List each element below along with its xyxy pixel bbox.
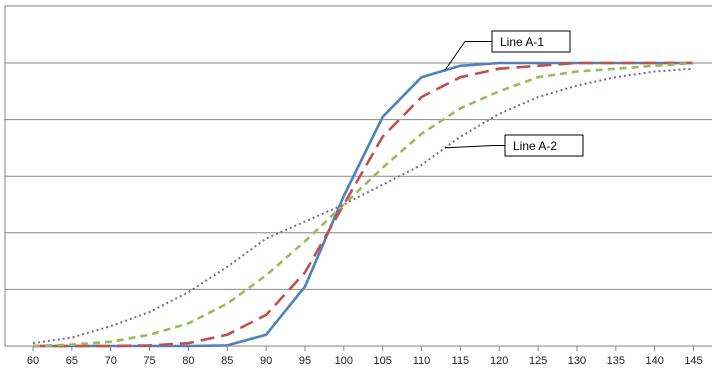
x-tick-label: 90 <box>260 355 272 367</box>
x-tick-label: 80 <box>182 355 194 367</box>
callout-leader <box>444 41 492 71</box>
x-tick-label: 70 <box>105 355 117 367</box>
x-tick-label: 135 <box>607 355 625 367</box>
x-tick-label: 95 <box>299 355 311 367</box>
callout-label: Line A-1 <box>500 35 544 49</box>
x-tick-label: 120 <box>490 355 508 367</box>
series-line-3 <box>32 61 694 348</box>
callout-box <box>504 134 584 157</box>
callout-leader <box>444 145 505 149</box>
x-axis: 60 65 70 75 80 85 90 95 100 105 110 115 120 125 130 135… <box>27 346 703 367</box>
series-line-4 <box>32 67 694 345</box>
gridlines <box>4 5 712 347</box>
x-tick-label: 140 <box>645 355 663 367</box>
series-line-2 <box>33 61 694 348</box>
x-tick-label: 105 <box>373 355 391 367</box>
x-tick-label: 100 <box>335 355 353 367</box>
x-tick-label: 110 <box>413 355 431 367</box>
x-tick-label: 60 <box>27 355 39 367</box>
x-tick-label: 65 <box>66 355 78 367</box>
callout-box <box>491 30 571 53</box>
x-tick-label: 130 <box>568 355 586 367</box>
x-tick-label: 145 <box>684 355 702 367</box>
series-lines <box>32 61 694 348</box>
x-tick-label: 125 <box>529 355 547 367</box>
x-tick-label: 75 <box>143 355 155 367</box>
x-tick-label: 115 <box>452 355 470 367</box>
callouts: Line A-1 Line A-2 <box>444 30 584 157</box>
callout-label: Line A-2 <box>513 139 557 153</box>
x-tick-label: 85 <box>221 355 233 367</box>
